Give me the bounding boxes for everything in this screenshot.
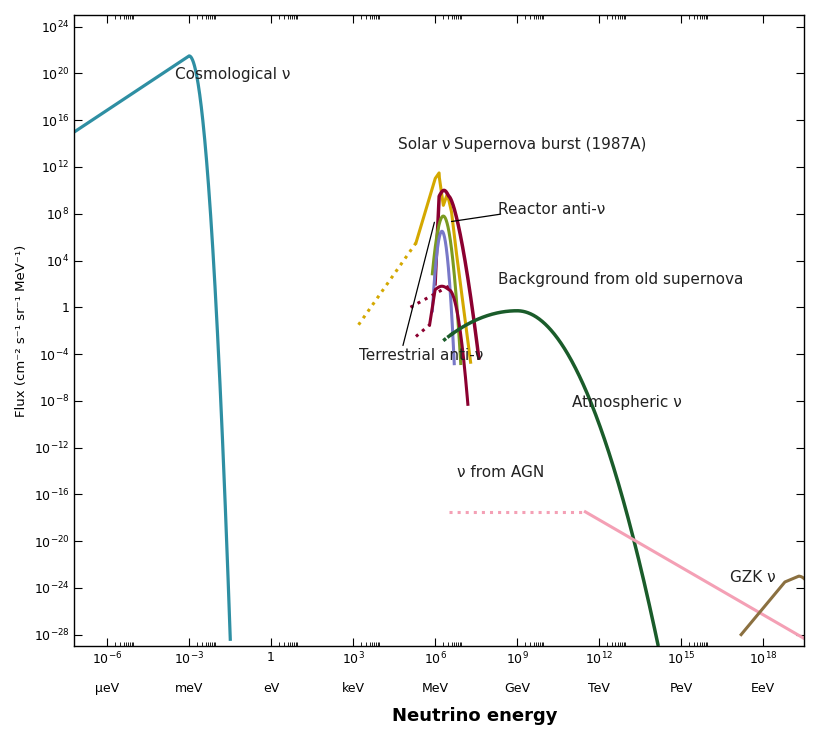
Text: Supernova burst (1987A): Supernova burst (1987A) [455,138,646,152]
Y-axis label: Flux (cm⁻² s⁻¹ sr⁻¹ MeV⁻¹): Flux (cm⁻² s⁻¹ sr⁻¹ MeV⁻¹) [15,244,28,417]
Text: ν from AGN: ν from AGN [457,465,544,480]
Text: EeV: EeV [751,682,775,696]
Text: GZK ν: GZK ν [731,570,776,585]
Text: TeV: TeV [588,682,610,696]
Text: Terrestrial anti-ν: Terrestrial anti-ν [359,348,483,363]
Text: Background from old supernova: Background from old supernova [498,272,744,287]
Text: μeV: μeV [95,682,120,696]
Text: Neutrino energy: Neutrino energy [392,707,558,725]
Text: Atmospheric ν: Atmospheric ν [572,394,681,410]
Text: Reactor anti-ν: Reactor anti-ν [498,202,605,217]
Text: meV: meV [175,682,203,696]
Text: eV: eV [263,682,279,696]
Text: Solar ν: Solar ν [398,138,450,152]
Text: MeV: MeV [422,682,449,696]
Text: GeV: GeV [504,682,530,696]
Text: PeV: PeV [669,682,693,696]
Text: Cosmological ν: Cosmological ν [175,67,291,82]
Text: keV: keV [342,682,364,696]
